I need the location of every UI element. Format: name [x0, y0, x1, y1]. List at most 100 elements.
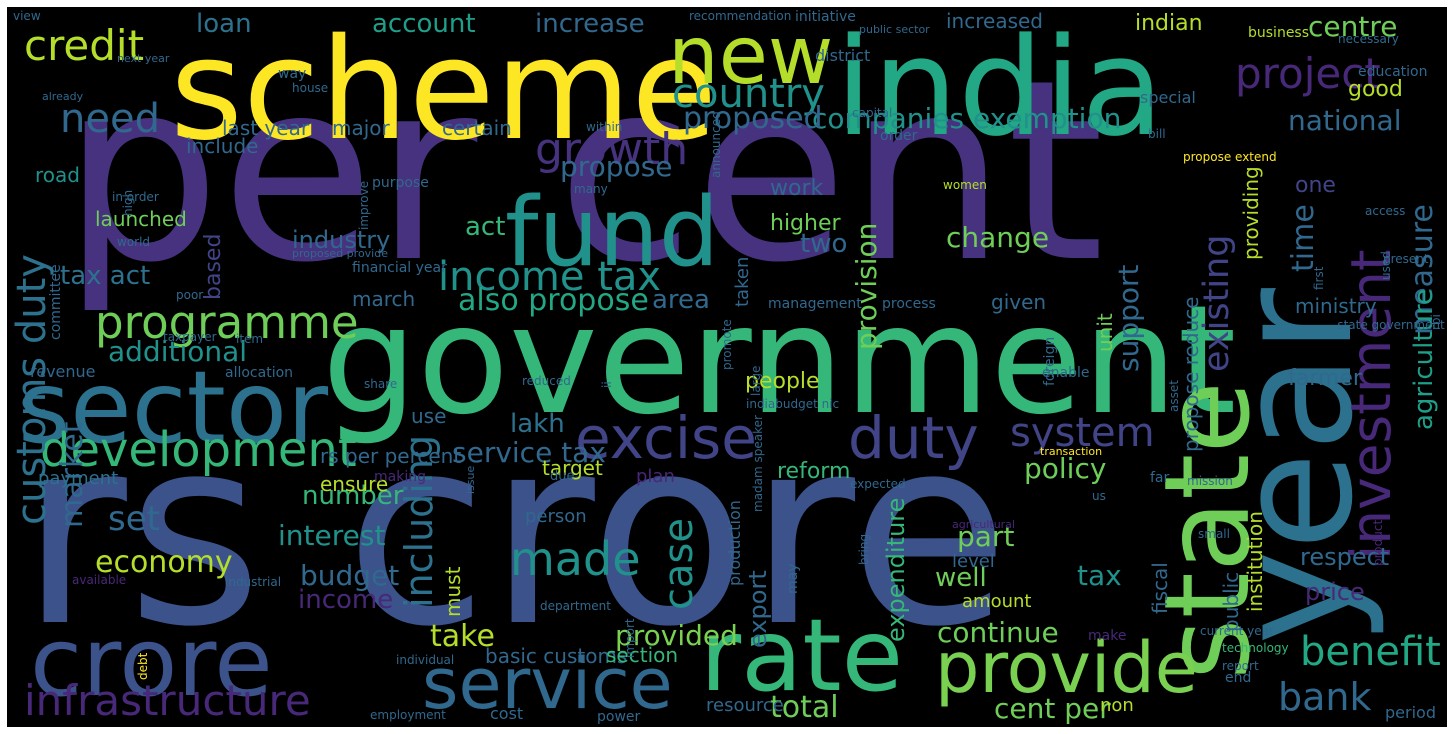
cloud-word: rate — [700, 597, 903, 714]
cloud-word: far — [1150, 470, 1170, 486]
cloud-word: including — [397, 435, 441, 608]
cloud-word: individual — [396, 653, 454, 667]
cloud-word: enable — [1042, 365, 1089, 381]
cloud-word: initiative — [795, 9, 856, 25]
cloud-word: economy — [95, 545, 233, 580]
cloud-word: industry — [292, 226, 390, 254]
cloud-word: good — [1348, 77, 1403, 102]
cloud-word: access — [1365, 204, 1405, 218]
cloud-word: promote — [720, 319, 734, 370]
cloud-word: already — [42, 90, 84, 103]
cloud-word: lakh — [510, 409, 565, 439]
cloud-word: industrial — [225, 575, 281, 589]
cloud-word: power — [597, 709, 641, 725]
cloud-word: crore — [30, 608, 273, 718]
cloud-word: allocation — [225, 365, 293, 381]
cloud-word: women — [943, 178, 987, 192]
cloud-word: growth — [535, 124, 688, 175]
cloud-word: ministry — [1295, 294, 1377, 318]
cloud-word: increased — [946, 9, 1043, 33]
cloud-word: interest — [278, 519, 385, 552]
cloud-word: debt — [136, 652, 150, 680]
cloud-word: tax act — [60, 261, 150, 291]
cloud-word: education — [1358, 64, 1427, 80]
cloud-word: total — [770, 690, 839, 725]
cloud-word: business — [1248, 25, 1309, 41]
cloud-background — [7, 7, 1447, 727]
cloud-word: income tax — [438, 254, 661, 300]
cloud-word: share — [364, 377, 397, 391]
cloud-word: state government — [1337, 318, 1445, 332]
cloud-word: budget — [300, 559, 399, 592]
cloud-word: india — [835, 9, 1164, 166]
cloud-word: unit — [1093, 313, 1117, 352]
cloud-word: transaction — [1040, 445, 1102, 458]
cloud-word: import — [623, 618, 637, 658]
cloud-word: within — [586, 120, 622, 134]
cloud-word: respect — [1300, 543, 1389, 571]
cloud-word: policy — [1024, 452, 1106, 485]
cloud-word: taken — [732, 257, 753, 307]
cloud-word: district — [815, 46, 870, 65]
cloud-word: department — [540, 599, 611, 613]
cloud-word: change — [946, 221, 1049, 254]
cloud-word: centre — [1308, 10, 1397, 43]
cloud-word: existing — [1197, 235, 1237, 372]
cloud-word: propose extend — [1183, 150, 1277, 164]
cloud-word: support — [1112, 264, 1145, 372]
cloud-word: section — [606, 643, 678, 667]
cloud-word: per cent — [62, 26, 1104, 317]
cloud-word: well — [935, 563, 987, 593]
cloud-word: first — [1312, 266, 1326, 290]
cloud-word: fund — [505, 178, 719, 288]
cloud-word: level — [952, 551, 995, 572]
cloud-word: additional — [108, 335, 247, 368]
cloud-word: rs crore — [20, 382, 1009, 684]
cloud-word: customs duty — [9, 254, 55, 525]
cloud-word: last year — [222, 116, 310, 140]
cloud-word: financial year — [352, 260, 447, 276]
cloud-word: us — [1092, 489, 1106, 503]
cloud-word: payment — [38, 468, 118, 489]
cloud-word: used — [1379, 251, 1393, 280]
cloud-word: sector — [18, 349, 329, 466]
cloud-word: technology — [1222, 641, 1289, 655]
cloud-word: government — [322, 274, 1236, 448]
cloud-word: proposed provide — [292, 247, 388, 260]
cloud-word: poor — [176, 288, 203, 302]
cloud-word: house — [292, 81, 328, 95]
cloud-word: necessary — [1338, 32, 1399, 46]
cloud-word: project — [1235, 49, 1381, 98]
cloud-word: world — [117, 235, 150, 249]
cloud-word: set — [108, 499, 160, 539]
cloud-word: part — [957, 520, 1014, 553]
cloud-word: loan — [196, 9, 252, 39]
cloud-word: increase — [535, 9, 645, 39]
cloud-word: bank — [1278, 675, 1372, 719]
cloud-word: next year — [117, 52, 170, 65]
cloud-word: amount — [962, 591, 1031, 612]
cloud-word: reform — [777, 459, 850, 484]
cloud-word: year — [1201, 288, 1388, 645]
cloud-word: basic customs — [485, 644, 627, 668]
cloud-word: indian — [1135, 11, 1203, 36]
cloud-word: asset — [1167, 380, 1181, 412]
cloud-word: work — [770, 176, 823, 201]
cloud-word: time — [1286, 204, 1321, 272]
cloud-word: many — [574, 182, 608, 196]
cloud-word: process — [882, 296, 936, 312]
cloud-word: benefit — [1300, 629, 1441, 675]
cloud-word: based — [201, 234, 226, 300]
cloud-word: also propose — [458, 283, 649, 318]
cloud-word: taxpayer — [163, 330, 217, 344]
cloud-word: major — [332, 116, 391, 140]
cloud-word: higher — [770, 211, 841, 236]
cloud-word: fiscal — [1148, 562, 1172, 614]
cloud-word: report — [1222, 659, 1259, 673]
cloud-word: propose reduce — [1179, 297, 1203, 453]
cloud-word: excise — [575, 404, 757, 472]
cloud-word: mission — [1187, 474, 1233, 488]
cloud-word: programme — [95, 296, 359, 349]
cloud-word: available — [72, 573, 126, 587]
